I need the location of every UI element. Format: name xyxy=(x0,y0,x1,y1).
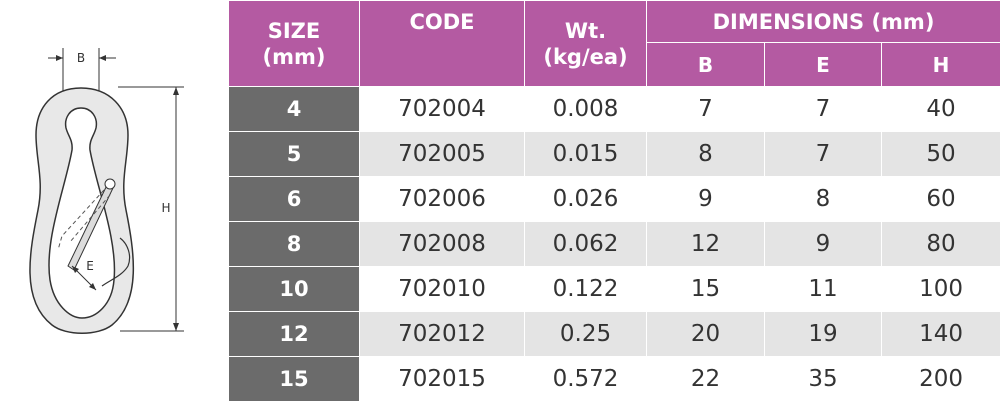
dimension-b-cell: 15 xyxy=(647,267,765,312)
code-cell: 702015 xyxy=(360,357,525,402)
weight-cell: 0.572 xyxy=(525,357,647,402)
size-cell: 12 xyxy=(229,312,360,357)
snap-hook-diagram: B H E xyxy=(0,0,228,401)
weight-header-line1: Wt. xyxy=(525,18,646,44)
code-cell: 702006 xyxy=(360,177,525,222)
code-column-header: CODE xyxy=(360,1,525,87)
weight-cell: 0.015 xyxy=(525,132,647,177)
code-cell: 702012 xyxy=(360,312,525,357)
weight-cell: 0.25 xyxy=(525,312,647,357)
dimension-e-cell: 9 xyxy=(765,222,882,267)
code-cell: 702004 xyxy=(360,87,525,132)
size-cell: 6 xyxy=(229,177,360,222)
dimension-h-cell: 200 xyxy=(882,357,1000,402)
specification-table: SIZE (mm) CODE Wt. (kg/ea) DIMENSIONS (m… xyxy=(228,0,1000,402)
dimension-h-cell: 40 xyxy=(882,87,1000,132)
dimension-h-cell: 140 xyxy=(882,312,1000,357)
table-row: 5 702005 0.015 8 7 50 xyxy=(229,132,1000,177)
size-header-line1: SIZE xyxy=(229,18,359,44)
weight-cell: 0.122 xyxy=(525,267,647,312)
dimension-h-header: H xyxy=(882,43,1000,87)
dimension-b-cell: 20 xyxy=(647,312,765,357)
dimension-h-cell: 60 xyxy=(882,177,1000,222)
dimension-b-cell: 9 xyxy=(647,177,765,222)
dimension-b-cell: 8 xyxy=(647,132,765,177)
code-cell: 702010 xyxy=(360,267,525,312)
dimension-e-cell: 11 xyxy=(765,267,882,312)
size-cell: 15 xyxy=(229,357,360,402)
weight-column-header: Wt. (kg/ea) xyxy=(525,1,647,87)
dimension-h-label: H xyxy=(161,201,170,215)
dimension-e-cell: 7 xyxy=(765,87,882,132)
dimension-h-cell: 50 xyxy=(882,132,1000,177)
size-cell: 10 xyxy=(229,267,360,312)
size-header-line2: (mm) xyxy=(229,44,359,70)
weight-cell: 0.008 xyxy=(525,87,647,132)
weight-cell: 0.026 xyxy=(525,177,647,222)
code-cell: 702008 xyxy=(360,222,525,267)
dimension-h-cell: 80 xyxy=(882,222,1000,267)
dimension-e-header: E xyxy=(765,43,882,87)
size-cell: 4 xyxy=(229,87,360,132)
table-row: 8 702008 0.062 12 9 80 xyxy=(229,222,1000,267)
dimension-e-label: E xyxy=(86,259,94,273)
code-cell: 702005 xyxy=(360,132,525,177)
weight-cell: 0.062 xyxy=(525,222,647,267)
size-cell: 5 xyxy=(229,132,360,177)
weight-header-line2: (kg/ea) xyxy=(525,44,646,70)
table-row: 12 702012 0.25 20 19 140 xyxy=(229,312,1000,357)
dimension-e-cell: 35 xyxy=(765,357,882,402)
dimension-e-cell: 7 xyxy=(765,132,882,177)
dimension-b-cell: 12 xyxy=(647,222,765,267)
code-header: CODE xyxy=(360,9,524,35)
table-row: 10 702010 0.122 15 11 100 xyxy=(229,267,1000,312)
size-cell: 8 xyxy=(229,222,360,267)
dimension-e-cell: 8 xyxy=(765,177,882,222)
table-row: 4 702004 0.008 7 7 40 xyxy=(229,87,1000,132)
table-row: 6 702006 0.026 9 8 60 xyxy=(229,177,1000,222)
dimension-b-label: B xyxy=(77,51,85,65)
dimension-e-cell: 19 xyxy=(765,312,882,357)
dimension-b-header: B xyxy=(647,43,765,87)
dimension-b-cell: 22 xyxy=(647,357,765,402)
dimension-b-cell: 7 xyxy=(647,87,765,132)
dimension-h-cell: 100 xyxy=(882,267,1000,312)
table-row: 15 702015 0.572 22 35 200 xyxy=(229,357,1000,402)
dimensions-header: DIMENSIONS (mm) xyxy=(647,1,1000,43)
size-column-header: SIZE (mm) xyxy=(229,1,360,87)
